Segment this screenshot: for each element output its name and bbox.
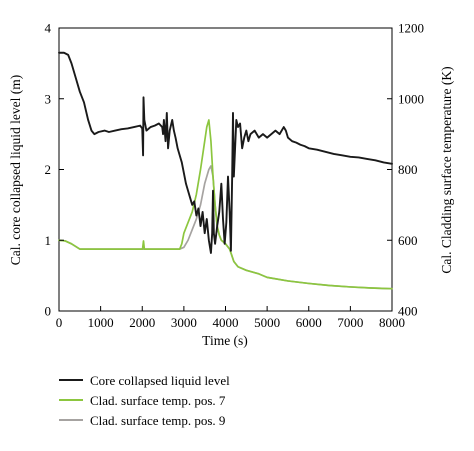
y-left-tick-label: 1 [45,233,52,248]
plot-area: 0 1000 2000 3000 4000 5000 6000 7000 8000 01234 … [45,21,425,331]
y-axis-right-title: Cal. Cladding surface temperature (K) [439,66,454,273]
series-line [58,51,393,254]
y-left-tick-label: 4 [45,21,52,36]
x-axis-title: Time (s) [202,333,248,348]
x-tick-label: 0 [56,315,63,330]
x-tick-label: 4000 [213,315,239,330]
legend-item: Clad. surface temp. pos. 7 [59,393,226,408]
x-tick-label: 3000 [171,315,197,330]
y-axis-left-title: Cal. core collapsed liquid level (m) [8,75,23,265]
legend-item: Core collapsed liquid level [59,373,230,388]
x-axis: 0 1000 2000 3000 4000 5000 6000 7000 8000 [56,306,405,330]
legend: Core collapsed liquid level Clad. surfac… [59,373,230,428]
series-layer [58,51,393,290]
y-right-tick-label: 1200 [398,21,424,36]
x-tick-label: 1000 [88,315,114,330]
legend-label: Core collapsed liquid level [90,373,230,388]
y-axis-right: 400 600 800 1000 1200 [387,21,424,319]
series-line [58,119,393,290]
y-right-tick-label: 600 [398,233,418,248]
x-tick-label: 8000 [379,315,405,330]
x-tick-label: 2000 [129,315,155,330]
x-tick-label: 5000 [254,315,280,330]
y-right-tick-label: 1000 [398,91,424,106]
y-left-tick-label: 0 [45,304,52,319]
legend-label: Clad. surface temp. pos. 7 [90,393,226,408]
y-axis-left: 0 1 2 3 4 [45,21,64,319]
y-right-tick-label: 800 [398,162,418,177]
x-tick-label: 7000 [337,315,363,330]
plot-frame [58,27,393,312]
y-left-tick-label: 3 [45,91,52,106]
y-right-tick-label: 400 [398,304,418,319]
legend-label: Clad. surface temp. pos. 9 [90,413,225,428]
x-tick-label: 6000 [296,315,322,330]
y-left-tick-label: 2 [45,162,52,177]
legend-item: Clad. surface temp. pos. 9 [59,413,225,428]
